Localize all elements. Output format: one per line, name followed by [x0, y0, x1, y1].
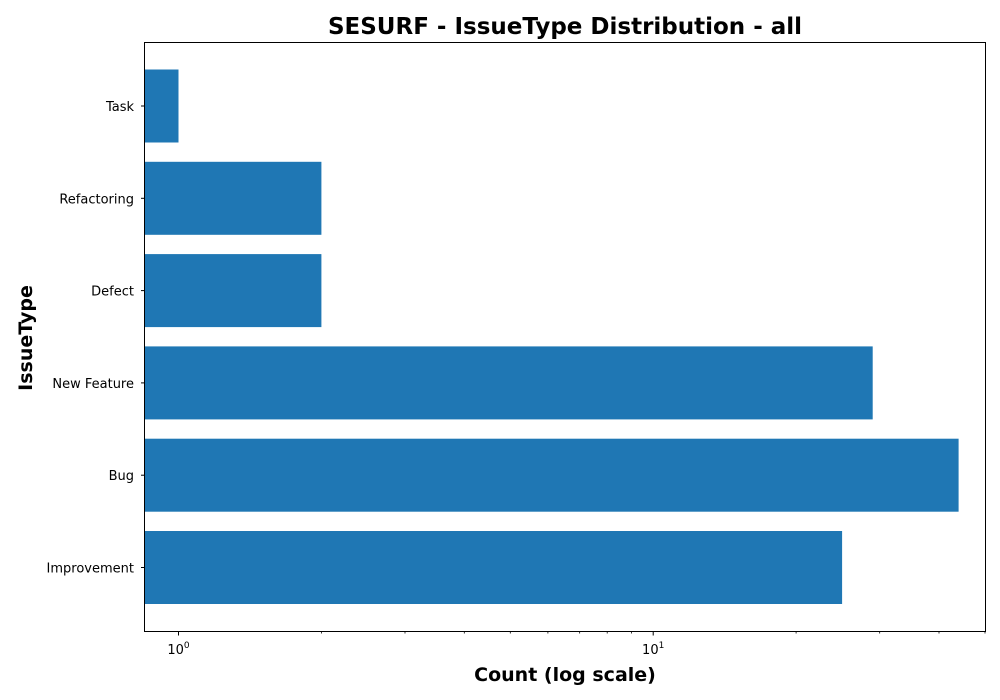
- y-axis-label: IssueType: [15, 285, 37, 391]
- x-tick-label: 101: [642, 641, 664, 658]
- y-tick-label: Defect: [91, 285, 134, 300]
- x-tick-label: 100: [167, 641, 190, 658]
- y-tick-label: Task: [105, 100, 135, 115]
- y-tick-label: Refactoring: [59, 192, 134, 207]
- chart-title: SESURF - IssueType Distribution - all: [328, 14, 802, 40]
- bar-defect: [145, 254, 322, 328]
- x-axis-label: Count (log scale): [474, 664, 656, 686]
- bar-task: [145, 69, 179, 143]
- y-tick-label: Bug: [109, 469, 134, 484]
- bars: [145, 69, 959, 604]
- plot-frame: [144, 42, 986, 632]
- y-tick-label: New Feature: [52, 377, 134, 392]
- y-tick-label: Improvement: [47, 562, 134, 577]
- y-axis-ticks: Improvement Bug New Feature Defect Refactori…: [47, 100, 145, 577]
- bar-bug: [145, 438, 959, 512]
- x-axis-ticks: 100 101: [167, 631, 986, 658]
- bar-new-feature: [145, 346, 873, 420]
- bar-improvement: [145, 531, 843, 604]
- bar-refactoring: [145, 161, 322, 235]
